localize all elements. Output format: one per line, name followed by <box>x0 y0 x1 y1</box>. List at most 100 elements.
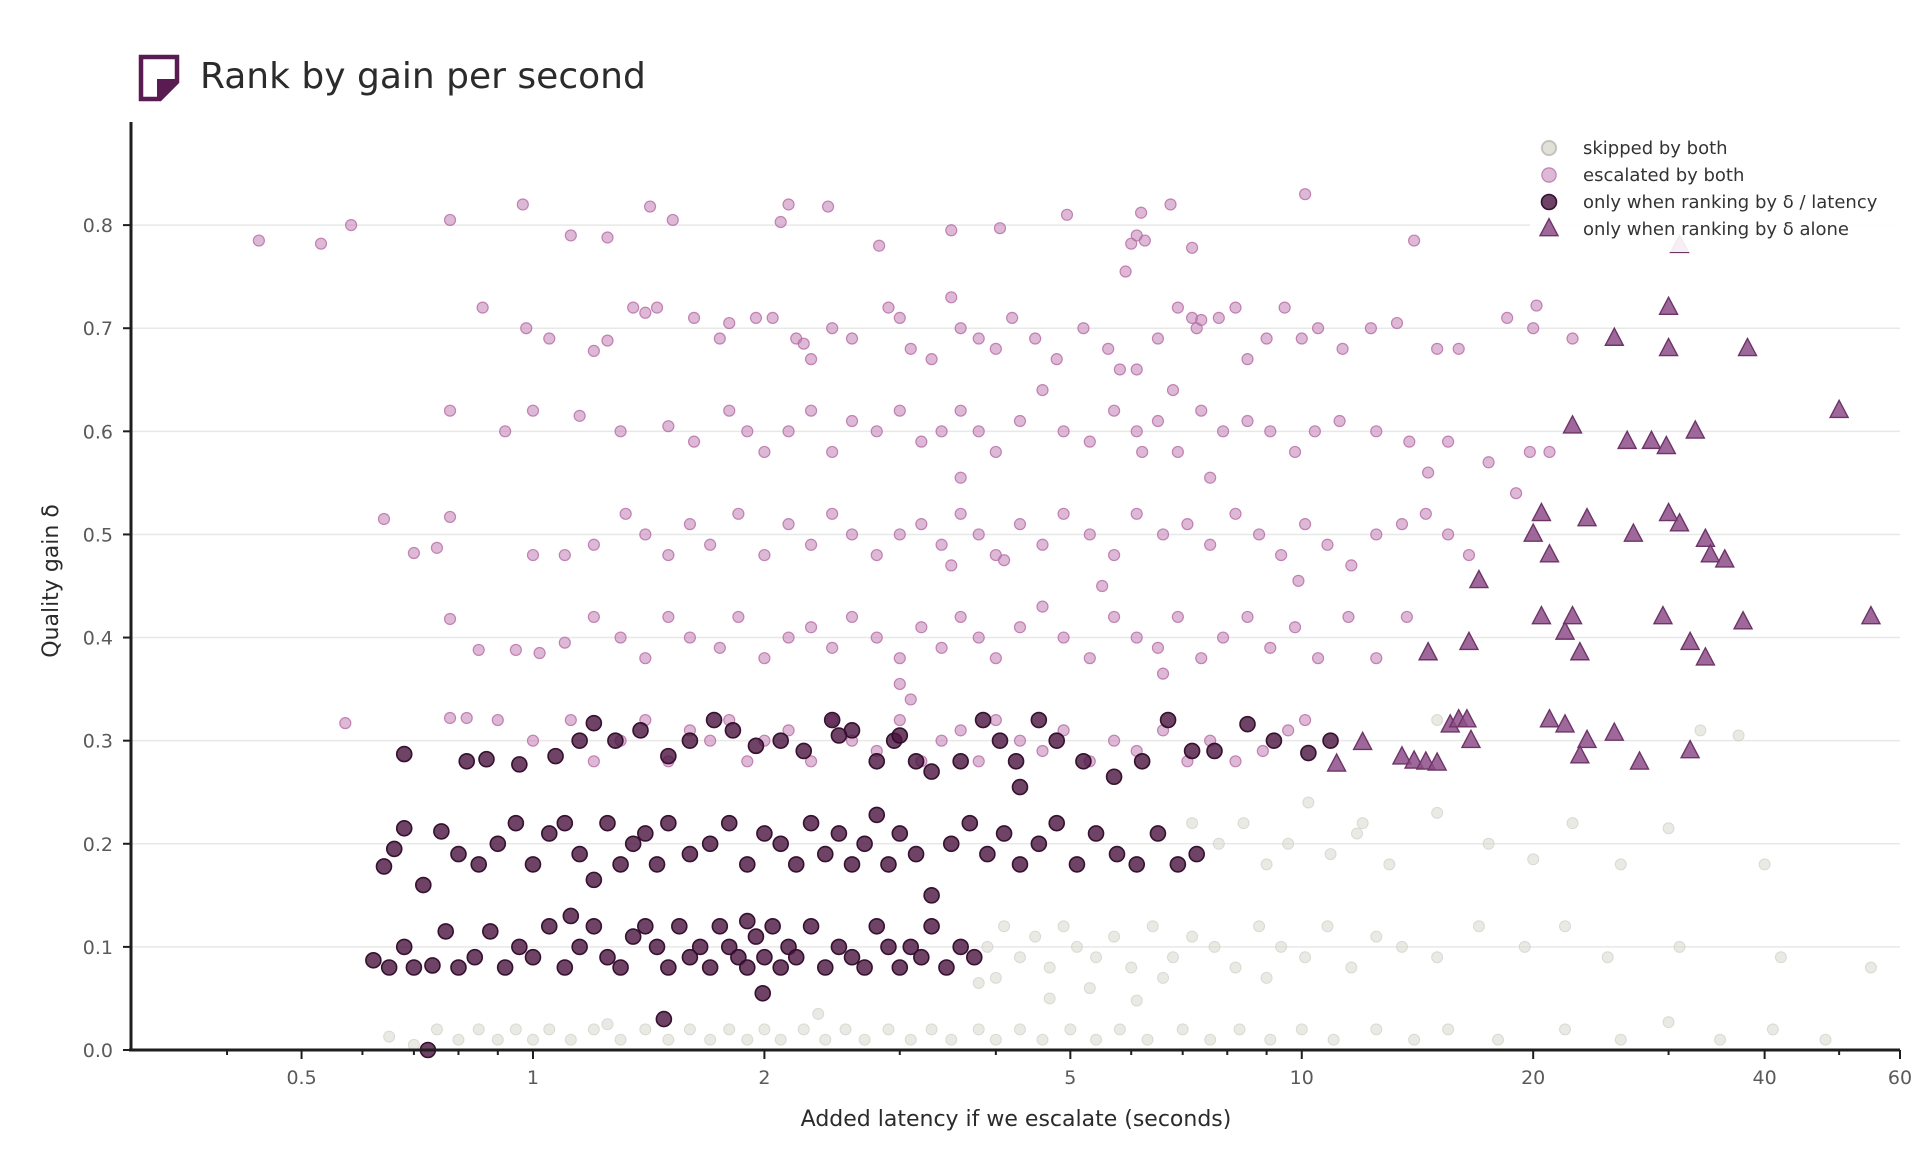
data-point <box>823 711 841 729</box>
data-point <box>830 825 848 842</box>
data-point <box>491 713 504 727</box>
data-point <box>816 845 834 863</box>
data-point <box>935 538 948 551</box>
data-triangle <box>1426 751 1448 771</box>
x-tick-label: 60 <box>1888 1067 1912 1089</box>
y-tick-label: 0.0 <box>83 1040 113 1062</box>
data-triangle <box>1616 429 1638 450</box>
data-point <box>526 548 540 562</box>
data-point <box>782 198 795 211</box>
data-point <box>915 518 928 531</box>
data-point <box>1766 1023 1779 1036</box>
data-point <box>450 845 467 863</box>
data-triangle <box>1562 605 1583 625</box>
data-point <box>1087 825 1105 842</box>
data-point <box>965 948 983 966</box>
data-point <box>612 959 629 976</box>
data-point <box>1077 322 1090 335</box>
data-point <box>711 917 729 935</box>
data-point <box>612 856 629 873</box>
data-point <box>997 554 1011 567</box>
data-point <box>804 404 818 417</box>
data-point <box>1043 992 1056 1005</box>
data-triangle <box>1539 708 1560 728</box>
data-point <box>1185 241 1199 254</box>
data-point <box>1527 853 1540 866</box>
data-point <box>1043 961 1056 974</box>
data-point <box>443 711 457 725</box>
data-point <box>935 641 948 654</box>
data-point <box>1302 796 1315 809</box>
data-point <box>1530 299 1543 312</box>
data-point <box>804 621 818 634</box>
data-point <box>802 814 820 832</box>
series-skipped <box>383 714 1877 1051</box>
data-point <box>1229 301 1242 314</box>
data-point <box>660 747 677 765</box>
data-point <box>1013 621 1027 634</box>
data-point <box>407 546 420 560</box>
data-point <box>1774 951 1787 964</box>
data-point <box>972 631 985 644</box>
data-point <box>923 917 940 935</box>
data-point <box>1383 858 1396 871</box>
data-point <box>614 631 627 644</box>
data-point <box>648 856 666 873</box>
data-point <box>720 938 738 956</box>
data-point <box>252 234 265 247</box>
data-triangle <box>1531 605 1552 625</box>
data-point <box>1345 961 1358 974</box>
data-point <box>1183 742 1201 760</box>
data-point <box>989 342 1002 355</box>
data-point <box>601 231 614 244</box>
data-point <box>954 507 967 520</box>
data-point <box>1151 414 1165 428</box>
data-point <box>564 1033 577 1046</box>
data-point <box>1295 332 1308 345</box>
data-point <box>1195 313 1208 327</box>
data-point <box>1482 456 1495 469</box>
data-point <box>1048 732 1066 749</box>
series-delta_only <box>1326 233 1882 772</box>
data-point <box>585 714 603 732</box>
data-point <box>1345 559 1358 572</box>
data-point <box>952 752 969 770</box>
data-point <box>821 200 835 213</box>
data-point <box>741 1033 754 1046</box>
data-point <box>564 713 577 727</box>
y-tick-label: 0.5 <box>83 524 113 546</box>
data-triangle <box>1658 501 1679 522</box>
data-point <box>433 823 450 840</box>
data-point <box>856 959 873 976</box>
data-triangle <box>1658 336 1679 357</box>
data-point <box>1370 1023 1383 1036</box>
data-point <box>754 984 772 1002</box>
data-point <box>1113 363 1126 376</box>
data-point <box>923 887 940 904</box>
data-triangle <box>1403 749 1425 769</box>
data-point <box>614 425 627 438</box>
data-point <box>624 835 642 853</box>
data-point <box>1237 817 1250 830</box>
data-point <box>1441 435 1455 448</box>
data-point <box>1431 714 1444 727</box>
legend-label-delta_only: only when ranking by δ alone <box>1583 219 1849 240</box>
data-point <box>830 938 848 956</box>
data-point <box>571 845 588 863</box>
data-point <box>460 711 473 725</box>
data-point <box>624 928 642 945</box>
data-point <box>1408 1033 1421 1046</box>
data-point <box>747 928 765 945</box>
data-point <box>1819 1033 1832 1046</box>
data-point <box>601 334 614 347</box>
data-point <box>395 820 413 837</box>
data-point <box>938 959 955 976</box>
data-point <box>524 856 542 873</box>
data-point <box>1442 1023 1455 1036</box>
data-triangle <box>1554 620 1576 640</box>
data-triangle <box>1641 429 1662 450</box>
data-point <box>1614 1033 1627 1046</box>
data-point <box>639 306 652 319</box>
data-point <box>1559 920 1572 933</box>
data-point <box>979 845 996 863</box>
